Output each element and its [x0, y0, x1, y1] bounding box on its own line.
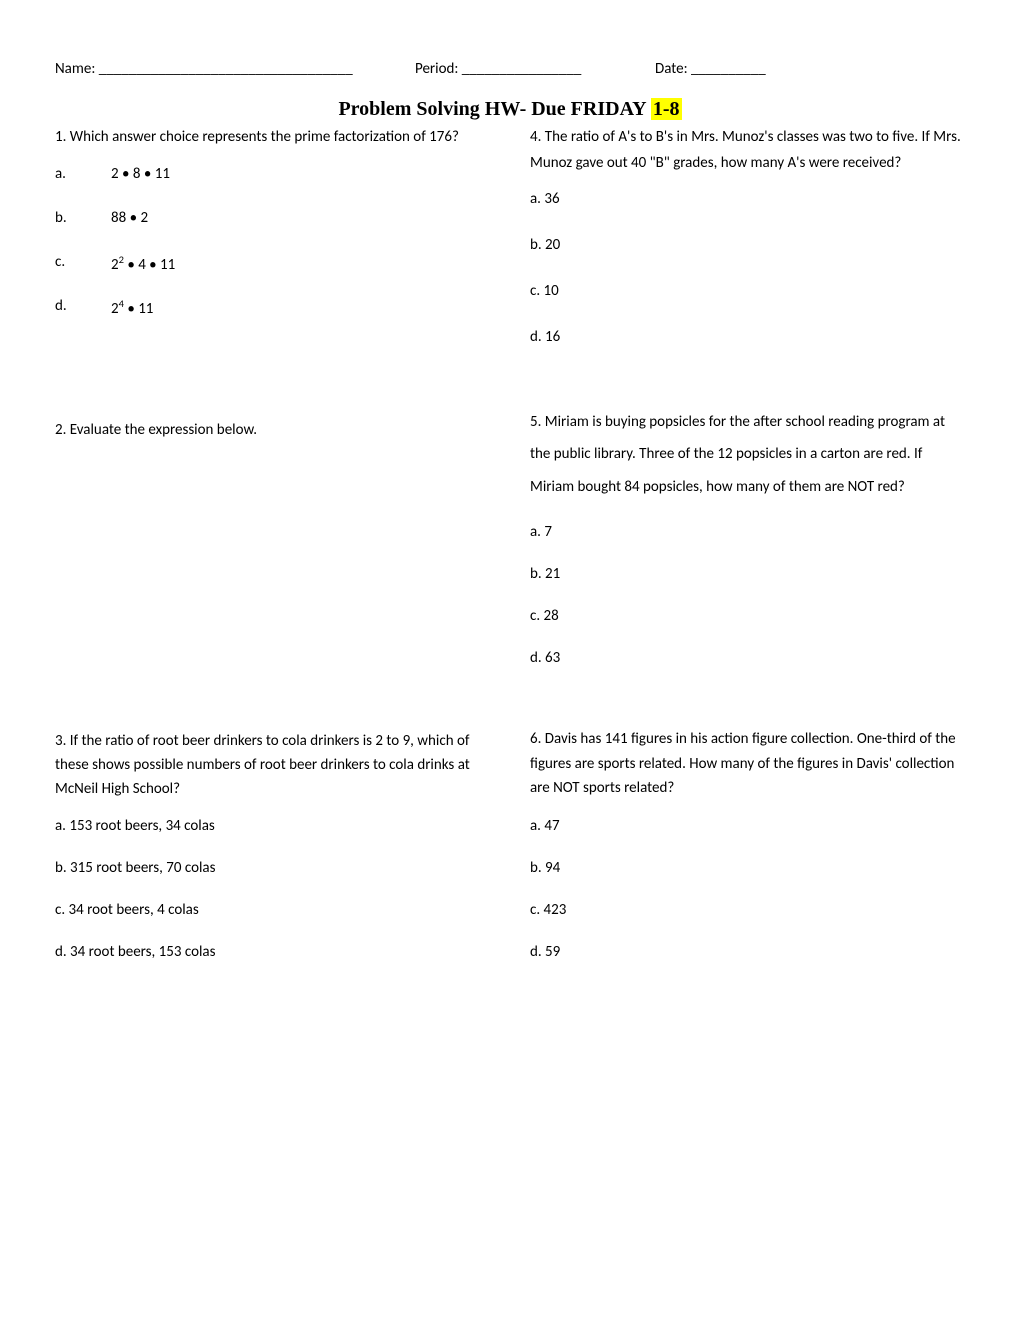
title-prefix: Problem Solving HW- Due FRIDAY — [338, 98, 650, 120]
q5-choice-c: c. 28 — [530, 607, 965, 625]
question-3: 3. If the ratio of root beer drinkers to… — [55, 729, 490, 961]
q1-choices: a. 2 • 8 • 11 b. 88 • 2 c. 22 • 4 • 11 d… — [55, 165, 175, 341]
q6-text: 6. Davis has 141 figures in his action f… — [530, 727, 965, 801]
q1-choice-d-value: 24 • 11 — [111, 297, 175, 341]
q4-choice-b: b. 20 — [530, 236, 965, 254]
q1-choice-a-value: 2 • 8 • 11 — [111, 165, 175, 209]
q1-text: 1. Which answer choice represents the pr… — [55, 125, 490, 151]
q1-choice-b-value: 88 • 2 — [111, 209, 175, 253]
q5-text: 5. Miriam is buying popsicles for the af… — [530, 406, 965, 503]
right-column: 4. The ratio of A's to B's in Mrs. Munoz… — [530, 125, 965, 989]
q3-text: 3. If the ratio of root beer drinkers to… — [55, 729, 490, 801]
date-field: Date: __________ — [655, 60, 965, 78]
q4-choice-d: d. 16 — [530, 328, 965, 346]
q5-choice-d: d. 63 — [530, 649, 965, 667]
q3-choice-a: a. 153 root beers, 34 colas — [55, 817, 490, 835]
q6-choice-b: b. 94 — [530, 859, 965, 877]
q3-choice-d: d. 34 root beers, 153 colas — [55, 943, 490, 961]
content-columns: 1. Which answer choice represents the pr… — [55, 125, 965, 989]
title-highlight: 1-8 — [651, 98, 682, 120]
q5-choice-a: a. 7 — [530, 523, 965, 541]
q4-choice-c: c. 10 — [530, 282, 965, 300]
q3-choice-c: c. 34 root beers, 4 colas — [55, 901, 490, 919]
q6-choice-d: d. 59 — [530, 943, 965, 961]
name-field: Name: __________________________________ — [55, 60, 415, 78]
question-4: 4. The ratio of A's to B's in Mrs. Munoz… — [530, 125, 965, 346]
q1-choice-a-letter: a. — [55, 165, 111, 209]
period-field: Period: ________________ — [415, 60, 655, 78]
q2-text: 2. Evaluate the expression below. — [55, 416, 490, 445]
question-5: 5. Miriam is buying popsicles for the af… — [530, 406, 965, 667]
left-column: 1. Which answer choice represents the pr… — [55, 125, 490, 989]
header-row: Name: __________________________________… — [55, 60, 965, 78]
q3-choice-b: b. 315 root beers, 70 colas — [55, 859, 490, 877]
q6-choice-a: a. 47 — [530, 817, 965, 835]
question-1: 1. Which answer choice represents the pr… — [55, 125, 490, 341]
question-2: 2. Evaluate the expression below. — [55, 416, 490, 445]
q5-choice-b: b. 21 — [530, 565, 965, 583]
q1-choice-c-value: 22 • 4 • 11 — [111, 253, 175, 297]
q4-choice-a: a. 36 — [530, 190, 965, 208]
q1-choice-d-letter: d. — [55, 297, 111, 341]
page-title: Problem Solving HW- Due FRIDAY 1-8 — [55, 98, 965, 121]
q6-choice-c: c. 423 — [530, 901, 965, 919]
q4-text: 4. The ratio of A's to B's in Mrs. Munoz… — [530, 125, 965, 176]
question-6: 6. Davis has 141 figures in his action f… — [530, 727, 965, 961]
q1-choice-b-letter: b. — [55, 209, 111, 253]
q1-choice-c-letter: c. — [55, 253, 111, 297]
